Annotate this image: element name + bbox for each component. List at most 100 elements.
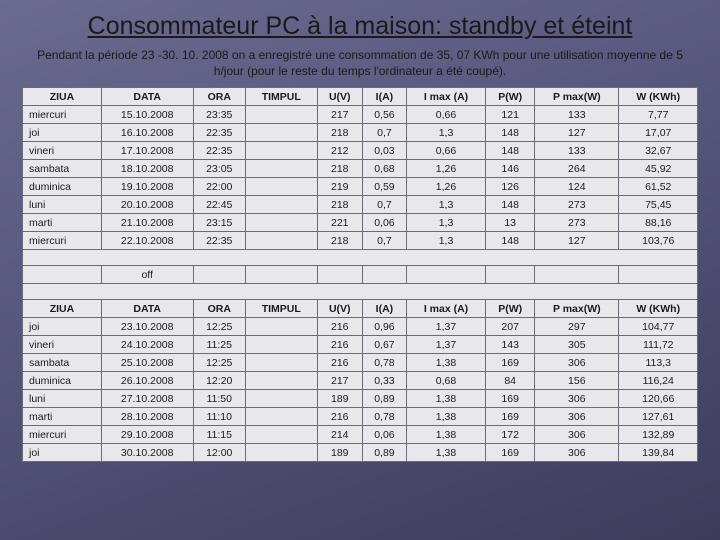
cell: vineri — [23, 142, 102, 160]
table-row: joi16.10.200822:352180,71,314812717,07 — [23, 124, 698, 142]
cell — [245, 160, 317, 178]
cell: 113,3 — [619, 354, 698, 372]
cell: 132,89 — [619, 426, 698, 444]
cell — [245, 142, 317, 160]
cell: 0,96 — [363, 318, 407, 336]
cell: 127,61 — [619, 408, 698, 426]
cell: 116,24 — [619, 372, 698, 390]
cell: 264 — [535, 160, 619, 178]
col-header: DATA — [101, 300, 193, 318]
cell: marti — [23, 214, 102, 232]
col-header: P max(W) — [535, 88, 619, 106]
cell: 306 — [535, 408, 619, 426]
cell: 22:35 — [193, 142, 245, 160]
col-header: ORA — [193, 88, 245, 106]
cell: 0,03 — [363, 142, 407, 160]
table-row: miercuri15.10.200823:352170,560,66121133… — [23, 106, 698, 124]
cell: 0,66 — [406, 106, 485, 124]
cell: 1,37 — [406, 336, 485, 354]
cell: 306 — [535, 354, 619, 372]
cell: 12:20 — [193, 372, 245, 390]
cell: joi — [23, 318, 102, 336]
cell — [245, 318, 317, 336]
cell: 12:25 — [193, 318, 245, 336]
cell — [245, 354, 317, 372]
cell — [245, 426, 317, 444]
cell: 1,38 — [406, 390, 485, 408]
col-header: I max (A) — [406, 300, 485, 318]
cell: 19.10.2008 — [101, 178, 193, 196]
cell: 169 — [486, 390, 535, 408]
cell: 148 — [486, 124, 535, 142]
cell: 7,77 — [619, 106, 698, 124]
cell: 0,78 — [363, 354, 407, 372]
cell: 12:00 — [193, 444, 245, 462]
cell: 169 — [486, 444, 535, 462]
cell — [245, 178, 317, 196]
cell: 29.10.2008 — [101, 426, 193, 444]
cell: 25.10.2008 — [101, 354, 193, 372]
col-header: TIMPUL — [245, 88, 317, 106]
cell: 17.10.2008 — [101, 142, 193, 160]
cell: joi — [23, 124, 102, 142]
cell: 217 — [317, 372, 363, 390]
cell: sambata — [23, 354, 102, 372]
cell: 124 — [535, 178, 619, 196]
col-header: ORA — [193, 300, 245, 318]
cell: 218 — [317, 124, 363, 142]
cell: 22.10.2008 — [101, 232, 193, 250]
cell: 127 — [535, 232, 619, 250]
cell: 133 — [535, 142, 619, 160]
col-header: P(W) — [486, 88, 535, 106]
header-row: ZIUADATAORATIMPULU(V)I(A)I max (A)P(W)P … — [23, 88, 698, 106]
cell: 139,84 — [619, 444, 698, 462]
cell: 0,68 — [406, 372, 485, 390]
table-row: sambata18.10.200823:052180,681,261462644… — [23, 160, 698, 178]
table-row: vineri17.10.200822:352120,030,6614813332… — [23, 142, 698, 160]
cell — [245, 408, 317, 426]
cell: 75,45 — [619, 196, 698, 214]
cell: 212 — [317, 142, 363, 160]
blank-row — [23, 284, 698, 300]
cell: 1,3 — [406, 214, 485, 232]
cell — [245, 214, 317, 232]
cell: 148 — [486, 196, 535, 214]
table-row: joi30.10.200812:001890,891,38169306139,8… — [23, 444, 698, 462]
cell: 305 — [535, 336, 619, 354]
cell: 12:25 — [193, 354, 245, 372]
table-row: miercuri22.10.200822:352180,71,314812710… — [23, 232, 698, 250]
table-row: marti21.10.200823:152210,061,31327388,16 — [23, 214, 698, 232]
cell: 1,38 — [406, 426, 485, 444]
off-label: off — [101, 266, 193, 284]
cell: 126 — [486, 178, 535, 196]
cell: 221 — [317, 214, 363, 232]
cell: 13 — [486, 214, 535, 232]
cell: 156 — [535, 372, 619, 390]
cell: 214 — [317, 426, 363, 444]
cell: 27.10.2008 — [101, 390, 193, 408]
cell: miercuri — [23, 426, 102, 444]
col-header: U(V) — [317, 88, 363, 106]
cell: marti — [23, 408, 102, 426]
cell: 1,26 — [406, 160, 485, 178]
col-header: U(V) — [317, 300, 363, 318]
cell: 28.10.2008 — [101, 408, 193, 426]
cell: 216 — [317, 408, 363, 426]
cell: 45,92 — [619, 160, 698, 178]
cell: 273 — [535, 196, 619, 214]
cell: duminica — [23, 178, 102, 196]
cell: 216 — [317, 336, 363, 354]
cell: sambata — [23, 160, 102, 178]
table-row: luni20.10.200822:452180,71,314827375,45 — [23, 196, 698, 214]
cell: luni — [23, 390, 102, 408]
data-table: ZIUADATAORATIMPULU(V)I(A)I max (A)P(W)P … — [22, 87, 698, 462]
cell: 148 — [486, 142, 535, 160]
cell: 218 — [317, 232, 363, 250]
cell: 22:45 — [193, 196, 245, 214]
cell: 0,06 — [363, 426, 407, 444]
cell: 103,76 — [619, 232, 698, 250]
cell — [245, 444, 317, 462]
cell: 0,06 — [363, 214, 407, 232]
cell: 15.10.2008 — [101, 106, 193, 124]
table-row: marti28.10.200811:102160,781,38169306127… — [23, 408, 698, 426]
